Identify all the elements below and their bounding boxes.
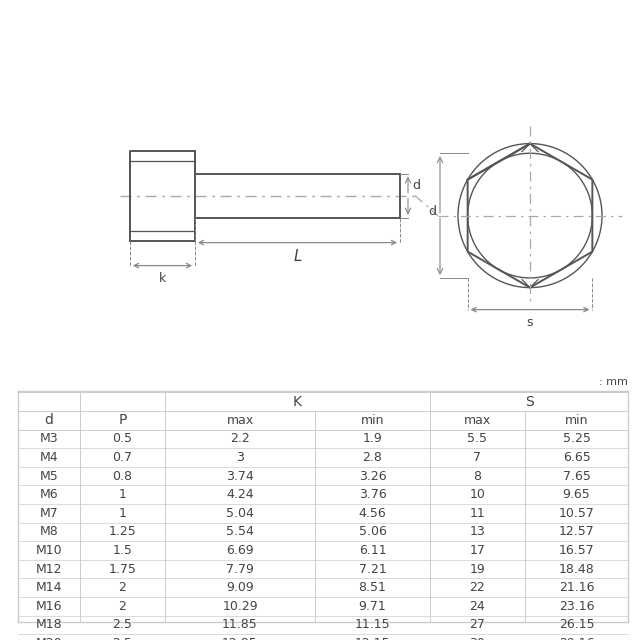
Text: 5.54: 5.54	[226, 525, 254, 538]
Text: d: d	[428, 205, 436, 218]
Text: M8: M8	[40, 525, 58, 538]
Text: 5.5: 5.5	[467, 433, 488, 445]
Text: 29.16: 29.16	[559, 637, 595, 640]
Text: 8: 8	[474, 470, 481, 483]
Text: M12: M12	[36, 563, 62, 575]
Text: L: L	[293, 248, 301, 264]
Text: 9.65: 9.65	[563, 488, 590, 501]
Text: 11: 11	[470, 507, 485, 520]
Text: min: min	[361, 413, 384, 427]
Text: 26.15: 26.15	[559, 618, 595, 632]
Text: 3.76: 3.76	[358, 488, 387, 501]
Text: 2.2: 2.2	[230, 433, 250, 445]
Text: 2.5: 2.5	[113, 618, 132, 632]
Text: d: d	[412, 179, 420, 191]
Text: 1: 1	[118, 507, 127, 520]
Text: 23.16: 23.16	[559, 600, 595, 613]
Text: 4.24: 4.24	[226, 488, 254, 501]
Text: P: P	[118, 413, 127, 428]
Text: 7.79: 7.79	[226, 563, 254, 575]
Text: M3: M3	[40, 433, 58, 445]
Text: 2: 2	[118, 581, 127, 594]
Text: : mm: : mm	[599, 376, 628, 387]
Text: 17: 17	[470, 544, 485, 557]
Text: k: k	[159, 271, 166, 285]
Text: 30: 30	[470, 637, 485, 640]
Text: 21.16: 21.16	[559, 581, 595, 594]
Text: 19: 19	[470, 563, 485, 575]
Text: M18: M18	[36, 618, 62, 632]
Text: 13: 13	[470, 525, 485, 538]
Text: M14: M14	[36, 581, 62, 594]
Text: 24: 24	[470, 600, 485, 613]
Text: M5: M5	[40, 470, 58, 483]
Text: 12.85: 12.85	[222, 637, 258, 640]
Text: 3.74: 3.74	[226, 470, 254, 483]
Text: 7.65: 7.65	[563, 470, 591, 483]
Text: 12.57: 12.57	[559, 525, 595, 538]
Text: 0.5: 0.5	[113, 433, 132, 445]
Text: 1.5: 1.5	[113, 544, 132, 557]
Text: 4.56: 4.56	[358, 507, 387, 520]
Text: 7.21: 7.21	[358, 563, 387, 575]
Text: 6.11: 6.11	[358, 544, 387, 557]
Text: 2: 2	[118, 600, 127, 613]
Text: 22: 22	[470, 581, 485, 594]
Text: 11.85: 11.85	[222, 618, 258, 632]
Text: 8.51: 8.51	[358, 581, 387, 594]
Text: 6.69: 6.69	[226, 544, 254, 557]
Text: 10.29: 10.29	[222, 600, 258, 613]
Text: 1.75: 1.75	[109, 563, 136, 575]
Text: 5.25: 5.25	[563, 433, 591, 445]
Text: 18.48: 18.48	[559, 563, 595, 575]
Text: 1.9: 1.9	[363, 433, 382, 445]
Text: 3: 3	[236, 451, 244, 464]
Text: 11.15: 11.15	[355, 618, 390, 632]
Text: M6: M6	[40, 488, 58, 501]
Text: min: min	[564, 413, 588, 427]
Text: 10.57: 10.57	[559, 507, 595, 520]
Text: max: max	[227, 413, 253, 427]
Text: 5.04: 5.04	[226, 507, 254, 520]
Text: 0.8: 0.8	[113, 470, 132, 483]
Text: 7: 7	[474, 451, 481, 464]
Text: 2.5: 2.5	[113, 637, 132, 640]
Text: 1.25: 1.25	[109, 525, 136, 538]
Text: M16: M16	[36, 600, 62, 613]
Text: 1: 1	[118, 488, 127, 501]
Text: 6.65: 6.65	[563, 451, 590, 464]
Text: M7: M7	[40, 507, 58, 520]
Text: S: S	[525, 395, 533, 409]
Text: 0.7: 0.7	[113, 451, 132, 464]
Text: 9.71: 9.71	[358, 600, 387, 613]
Text: 5.06: 5.06	[358, 525, 387, 538]
Text: M20: M20	[36, 637, 62, 640]
Text: 10: 10	[470, 488, 485, 501]
Text: M4: M4	[40, 451, 58, 464]
Text: 9.09: 9.09	[226, 581, 254, 594]
Text: 16.57: 16.57	[559, 544, 595, 557]
Text: 27: 27	[470, 618, 485, 632]
Text: 3.26: 3.26	[358, 470, 387, 483]
Text: s: s	[527, 316, 533, 328]
Text: K: K	[293, 395, 302, 409]
Text: 12.15: 12.15	[355, 637, 390, 640]
Text: 2.8: 2.8	[363, 451, 383, 464]
Text: M10: M10	[36, 544, 62, 557]
Text: max: max	[464, 413, 491, 427]
Text: d: d	[45, 413, 53, 428]
